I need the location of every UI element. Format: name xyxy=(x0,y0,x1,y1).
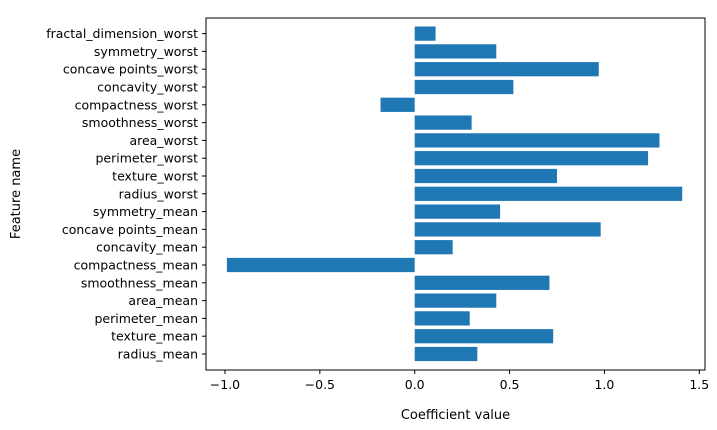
plot-frame xyxy=(205,17,706,371)
bar-concavity-mean xyxy=(414,240,453,255)
bar-fractal-dimension-worst xyxy=(414,26,436,41)
y-tick-label: perimeter_mean xyxy=(94,311,198,326)
y-axis-label: Feature name xyxy=(9,149,24,239)
bar-texture-worst xyxy=(414,168,558,184)
y-tick-label: concavity_worst xyxy=(97,80,198,95)
x-tick-label: 1.0 xyxy=(594,377,614,392)
y-tick-label: smoothness_mean xyxy=(81,275,198,290)
bar-concave-points-worst xyxy=(414,62,599,77)
y-tick-label: compactness_worst xyxy=(75,97,198,112)
bar-texture-mean xyxy=(414,329,554,344)
y-tick-label: smoothness_worst xyxy=(82,115,198,130)
y-tick-label: concave points_mean xyxy=(62,222,198,237)
bar-area-mean xyxy=(414,293,497,308)
x-axis-label: Coefficient value xyxy=(401,408,510,423)
y-tick-label: texture_worst xyxy=(112,169,198,184)
bar-smoothness-mean xyxy=(414,275,550,290)
x-axis-ticks: −1.0 −0.5 0.0 0.5 1.0 1.5 xyxy=(210,370,709,392)
bar-concavity-worst xyxy=(414,79,514,95)
x-tick-label: −1.0 xyxy=(210,377,240,392)
bar-compactness-mean xyxy=(226,257,415,273)
x-tick-label: 0.0 xyxy=(405,377,425,392)
bar-area-worst xyxy=(414,133,660,148)
bars xyxy=(226,26,683,362)
bar-compactness-worst xyxy=(380,97,415,112)
y-tick-label: texture_mean xyxy=(111,329,198,344)
bar-perimeter-worst xyxy=(414,151,649,166)
bar-radius-worst xyxy=(414,186,683,201)
x-tick-label: 1.5 xyxy=(689,377,709,392)
y-tick-label: radius_worst xyxy=(119,186,198,201)
y-tick-label: perimeter_worst xyxy=(95,151,198,166)
bar-concave-points-mean xyxy=(414,222,601,237)
x-tick-label: 0.5 xyxy=(500,377,520,392)
y-tick-label: symmetry_mean xyxy=(93,204,198,219)
y-tick-label: fractal_dimension_worst xyxy=(46,26,198,41)
y-tick-label: compactness_mean xyxy=(74,258,198,273)
y-tick-label: symmetry_worst xyxy=(94,44,198,59)
y-tick-label: radius_mean xyxy=(118,347,198,362)
bar-radius-mean xyxy=(414,346,478,362)
bar-symmetry-mean xyxy=(414,204,501,219)
y-tick-label: area_mean xyxy=(128,293,198,308)
y-axis-ticks: radius_mean texture_mean perimeter_mean are… xyxy=(46,26,206,362)
y-tick-label: concavity_mean xyxy=(96,240,198,255)
y-tick-label: concave points_worst xyxy=(63,62,198,77)
x-tick-label: −0.5 xyxy=(305,377,335,392)
bar-perimeter-mean xyxy=(414,311,470,326)
y-tick-label: area_worst xyxy=(129,133,198,148)
bar-symmetry-worst xyxy=(414,44,497,59)
bar-smoothness-worst xyxy=(414,115,472,130)
